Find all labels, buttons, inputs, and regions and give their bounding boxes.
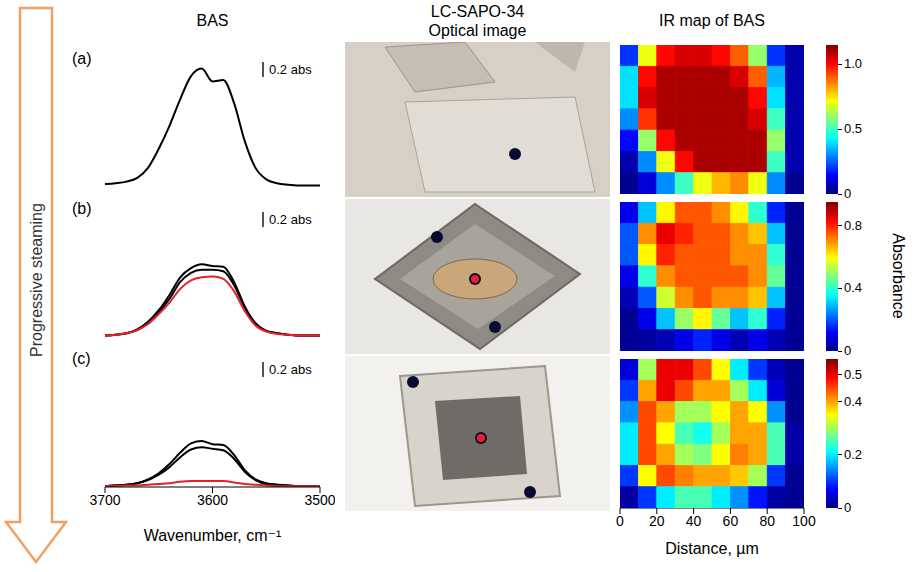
html-text:0.5: 0.5 [844,121,863,137]
html-text:0.4: 0.4 [844,280,863,296]
html-text:Optical image: Optical image [428,22,527,39]
html-text:0.2: 0.2 [844,446,863,462]
html-text:0.5: 0.5 [844,367,863,382]
html-text:0: 0 [844,343,852,358]
svg-text:40: 40 [686,513,702,529]
html-text:0.2 abs: 0.2 abs [269,211,312,227]
html-text:Wavenumber, cm⁻¹: Wavenumber, cm⁻¹ [143,527,282,544]
svg-text:100: 100 [792,513,816,529]
svg-text:3700: 3700 [89,492,120,508]
html-text:(b): (b) [72,200,92,217]
svg-text:3600: 3600 [197,492,228,508]
html-text:0.4: 0.4 [844,393,863,409]
html-text:IR map of BAS: IR map of BAS [659,12,765,29]
svg-text:20: 20 [649,513,665,529]
html-text:0.2 abs: 0.2 abs [269,61,312,77]
html-text:Absorbance: Absorbance [890,233,907,319]
svg-text:60: 60 [723,513,739,529]
html-text:0.8: 0.8 [844,217,863,233]
html-text:(a): (a) [72,50,92,67]
html-text:(c): (c) [72,350,91,367]
svg-text:80: 80 [759,513,775,529]
svg-text:3500: 3500 [304,492,335,508]
html-text:LC-SAPO-34: LC-SAPO-34 [430,3,525,20]
html-text:1.0: 1.0 [844,56,863,72]
html-text:BAS: BAS [196,12,229,29]
html-text:Distance, µm: Distance, µm [665,540,759,557]
svg-text:0: 0 [616,513,624,529]
html-text:0.2 abs: 0.2 abs [269,361,312,377]
svg-text:Progressive steaming: Progressive steaming [28,203,45,357]
html-text:0: 0 [844,500,852,515]
html-text:0: 0 [844,186,852,201]
